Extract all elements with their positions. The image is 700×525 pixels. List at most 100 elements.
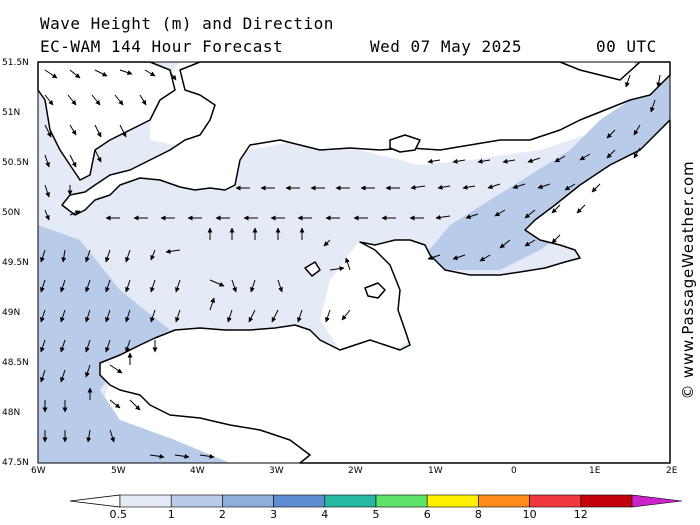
wave-direction-arrow [85,364,91,378]
wave-direction-arrow [94,69,108,77]
wave-direction-arrow [435,214,451,220]
wave-direction-arrow [209,279,225,287]
wave-direction-arrow [345,257,351,271]
lon-label-2w: 2W [348,466,363,476]
wave-direction-arrow [633,124,641,136]
wave-direction-arrow [325,309,331,323]
wave-direction-arrow [527,157,541,163]
lat-label-51n: 51N [2,108,21,118]
wave-direction-arrow [105,249,111,263]
wave-direction-arrow [60,369,66,383]
wave-band-1-2-west [38,225,230,463]
wave-direction-arrow [271,309,279,323]
wave-direction-arrow [199,453,215,459]
wave-direction-arrow [67,94,77,106]
scale-tick-label: 8 [474,508,482,521]
wave-direction-arrow [119,124,127,138]
wave-direction-arrow [437,184,451,190]
wave-direction-arrow [44,184,50,198]
wave-direction-arrow [60,279,66,293]
wave-direction-arrow [227,309,233,323]
wave-direction-arrow [487,183,501,189]
lat-label-50-5n: 50.5N [2,158,29,168]
credit-watermark: © www.PassageWeather.com [678,150,698,410]
wave-direction-arrow [119,69,133,75]
wave-direction-arrow [606,129,616,139]
lat-label-49-5n: 49.5N [2,258,29,268]
lat-label-50n: 50N [2,208,21,218]
wave-direction-arrow [86,429,92,443]
wave-direction-arrow [479,254,491,262]
lon-label-1e: 1E [589,466,601,476]
wave-direction-arrow [606,149,616,159]
wave-direction-arrow [499,239,511,249]
lat-label-48-5n: 48.5N [2,358,29,368]
wave-direction-arrow [125,309,131,323]
scale-swatch [170,494,223,508]
wave-direction-arrow [554,155,566,163]
france-coast [99,119,671,464]
wave-direction-arrow [323,239,331,247]
wave-direction-arrow [60,339,66,353]
wave-direction-arrow [125,279,131,293]
wave-direction-arrow [524,209,536,219]
wave-direction-arrow [452,254,466,260]
wave-direction-arrow [60,309,66,323]
wave-direction-arrow [61,249,67,263]
wave-direction-arrow [231,279,237,293]
wave-direction-arrow [250,279,256,293]
wave-direction-arrow [524,239,536,247]
wave-direction-arrow [452,158,466,164]
scale-tick-label: 6 [423,508,431,521]
wave-direction-arrow [551,234,561,244]
wave-direction-arrow [44,124,52,138]
wave-direction-arrow [114,94,124,106]
scale-swatch [273,494,326,508]
wave-direction-arrow [40,279,46,293]
lon-label-2e: 2E [666,466,678,476]
wave-direction-arrow [85,339,91,353]
wave-direction-arrow [40,369,46,383]
wave-direction-arrow [94,124,102,138]
wave-direction-arrow [512,183,526,189]
guernsey-island [364,282,386,299]
wave-direction-arrow [91,94,101,106]
wave-direction-arrow [44,209,50,221]
wave-direction-arrow [109,399,121,409]
wave-direction-arrow [427,254,441,260]
forecast-date: Wed 07 May 2025 [370,37,522,56]
wave-direction-arrow [427,158,441,164]
wave-direction-arrow [656,74,662,88]
wave-direction-arrow [109,429,115,443]
lon-label-5w: 5W [111,466,126,476]
wave-direction-arrow [564,183,576,191]
lat-label-48n: 48N [2,408,21,418]
lon-label-0: 0 [511,466,517,476]
wave-direction-arrow [175,309,181,323]
wave-direction-arrow [85,249,91,263]
isle-of-wight [389,134,421,153]
scale-swatch [426,494,479,508]
wave-direction-arrow [175,279,181,293]
map-title: Wave Height (m) and Direction [40,14,334,33]
scale-swatch [529,494,582,508]
lat-label-51-5n: 51.5N [2,58,29,68]
wave-direction-arrow [144,69,156,77]
wave-direction-arrow [94,149,102,163]
wave-direction-arrow [462,184,476,190]
wave-direction-arrow [633,147,641,159]
wave-direction-arrow [465,213,479,219]
wave-direction-arrow [169,71,177,81]
wave-direction-arrow [69,210,81,216]
wave-band-1-2-east [425,62,670,270]
wave-direction-arrow [85,279,91,293]
scale-swatch [119,494,172,508]
wave-direction-arrow [297,309,303,323]
scale-tick-label: 2 [218,508,226,521]
scale-tick-label: 12 [573,508,588,521]
wave-direction-arrow [410,184,426,190]
landmass [37,61,671,464]
wave-direction-arrow [650,99,656,113]
wave-direction-arrow [150,279,156,293]
